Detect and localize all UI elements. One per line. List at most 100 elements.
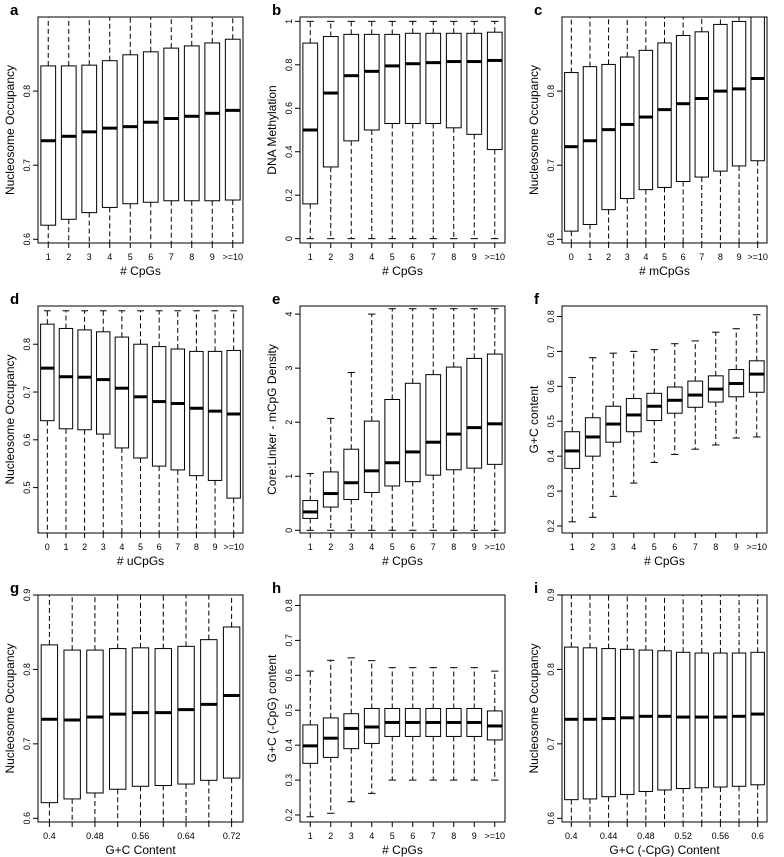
x-tick-label: 5 bbox=[390, 252, 395, 262]
y-axis: 0.5 0.6 0.7 0.8 bbox=[22, 338, 38, 494]
box-c-7 bbox=[675, 16, 691, 244]
iqr-box bbox=[675, 651, 691, 790]
box-c-1 bbox=[564, 16, 579, 244]
x-tick-label: 2 bbox=[82, 542, 87, 552]
iqr-box bbox=[425, 374, 442, 476]
box-d-11 bbox=[226, 310, 241, 534]
iqr-box bbox=[750, 16, 765, 162]
y-axis: 0.6 0.7 0.8 bbox=[546, 85, 562, 246]
box-c-10 bbox=[731, 16, 747, 244]
x-tick-label: 4 bbox=[369, 252, 374, 262]
y-tick-label: 0.5 bbox=[284, 704, 294, 717]
iqr-box bbox=[564, 646, 579, 801]
x-axis-label: # CpGs bbox=[382, 554, 423, 568]
x-tick-label: 6 bbox=[148, 252, 153, 262]
box-e-8 bbox=[445, 308, 462, 531]
x-tick-label: 1 bbox=[46, 252, 51, 262]
box-f-7 bbox=[687, 340, 704, 450]
panel-g: g 0.6 0.7 0.8 0.9 Nucleosome Occupancy 0.4 0.48… bbox=[3, 580, 244, 857]
x-tick-label: 5 bbox=[390, 542, 395, 552]
iqr-box bbox=[601, 648, 616, 798]
y-axis-label: Nucleosome Occupancy bbox=[527, 643, 541, 773]
y-axis: 0.6 0.7 0.8 bbox=[22, 85, 38, 246]
box-i-4 bbox=[620, 594, 635, 823]
box-e-3 bbox=[343, 371, 360, 531]
y-tick-label: 0.4 bbox=[284, 739, 294, 752]
x-tick-label: 5 bbox=[138, 542, 143, 552]
y-axis-label: G+C content bbox=[527, 385, 541, 453]
plot-frame bbox=[299, 16, 506, 244]
x-tick-label: 1 bbox=[587, 252, 592, 262]
y-tick-label: 0.8 bbox=[546, 663, 556, 676]
x-tick-label: 0.56 bbox=[712, 831, 730, 841]
iqr-box bbox=[384, 33, 401, 124]
x-tick-label: >=10 bbox=[222, 252, 243, 262]
panel-letter: b bbox=[272, 2, 281, 19]
x-axis-label: # CpGs bbox=[382, 264, 423, 278]
box-c-4 bbox=[620, 16, 635, 244]
x-axis: 1 2 3 4 5 6 7 8 9 >=10 bbox=[308, 533, 505, 552]
x-tick-label: 0.6 bbox=[751, 831, 764, 841]
x-tick-label: 0.72 bbox=[223, 831, 241, 841]
x-tick-label: 2 bbox=[590, 542, 595, 552]
box-f-8 bbox=[707, 331, 724, 446]
box-e-2 bbox=[322, 417, 339, 531]
x-tick-label: 9 bbox=[210, 252, 215, 262]
box-i-9 bbox=[713, 594, 728, 823]
box-i-3 bbox=[601, 594, 616, 823]
x-tick-label: 4 bbox=[107, 252, 112, 262]
box-i-10 bbox=[731, 594, 747, 823]
iqr-box bbox=[114, 336, 130, 449]
iqr-box bbox=[40, 65, 57, 226]
box-b-10 bbox=[486, 20, 503, 240]
iqr-box bbox=[620, 56, 635, 200]
box-a-3 bbox=[81, 16, 98, 244]
x-tick-label: 8 bbox=[189, 252, 194, 262]
iqr-box bbox=[200, 639, 218, 781]
y-tick-label: 0.8 bbox=[22, 663, 32, 676]
x-tick-label: 8 bbox=[451, 831, 456, 841]
iqr-box bbox=[224, 38, 241, 201]
box-g-6 bbox=[154, 594, 172, 823]
x-tick-label: 9 bbox=[737, 252, 742, 262]
y-tick-label: 0.5 bbox=[22, 481, 32, 494]
x-tick-label: 0 bbox=[569, 252, 574, 262]
box-c-9 bbox=[713, 16, 728, 244]
box-c-3 bbox=[601, 16, 616, 244]
x-tick-label: 3 bbox=[611, 542, 616, 552]
iqr-box bbox=[486, 353, 503, 465]
box-i-6 bbox=[657, 594, 672, 823]
iqr-box bbox=[40, 644, 59, 804]
panel-a: a 0.6 0.7 0.8 Nucleosome Occupancy 1 2 3 4 5 6 7 8 9 >… bbox=[3, 2, 244, 278]
box-i-7 bbox=[675, 594, 691, 823]
x-tick-label: 3 bbox=[625, 252, 630, 262]
y-tick-label: 0.6 bbox=[284, 669, 294, 682]
x-tick-label: 7 bbox=[431, 831, 436, 841]
x-tick-label: >=10 bbox=[484, 542, 505, 552]
x-tick-label: 0.48 bbox=[86, 831, 104, 841]
x-tick-label: >=10 bbox=[746, 542, 767, 552]
panel-h: h 0.2 0.3 0.4 0.5 0.6 0.7 0.8 G+C (-CpG) content… bbox=[265, 580, 506, 857]
iqr-box bbox=[63, 649, 81, 800]
iqr-box bbox=[109, 648, 127, 790]
y-axis-label: Core:Linker - mCpG Density bbox=[265, 344, 279, 495]
x-axis: 1 2 3 4 5 6 7 8 9 >=10 bbox=[308, 243, 505, 262]
y-tick-label: 0.6 bbox=[284, 102, 294, 115]
box-f-3 bbox=[605, 352, 622, 497]
plot-frame bbox=[37, 16, 244, 244]
iqr-box bbox=[142, 51, 159, 203]
iqr-box bbox=[384, 399, 401, 487]
x-tick-label: 8 bbox=[451, 252, 456, 262]
box-e-10 bbox=[486, 308, 503, 531]
box-c-8 bbox=[694, 16, 709, 244]
box-b-7 bbox=[425, 20, 442, 240]
x-tick-label: 8 bbox=[718, 252, 723, 262]
box-a-7 bbox=[163, 16, 180, 244]
panel-f: f 0.2 0.3 0.4 0.5 0.6 0.7 0.8 G+C content 1 2 3 4 5 6 7… bbox=[527, 291, 768, 568]
x-tick-label: 0.48 bbox=[637, 831, 655, 841]
y-tick-label: 0.8 bbox=[284, 599, 294, 612]
x-tick-label: 4 bbox=[369, 831, 374, 841]
box-f-5 bbox=[646, 349, 663, 463]
iqr-box bbox=[445, 366, 462, 471]
box-i-8 bbox=[694, 594, 709, 823]
